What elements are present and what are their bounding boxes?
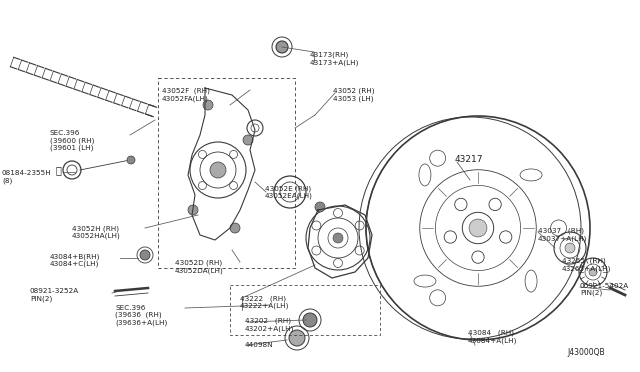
- Circle shape: [589, 268, 597, 276]
- Text: 43202   (RH)
43202+A(LH): 43202 (RH) 43202+A(LH): [245, 318, 294, 332]
- Text: 43217: 43217: [455, 155, 483, 164]
- Circle shape: [203, 100, 213, 110]
- Text: 43222   (RH)
43222+A(LH): 43222 (RH) 43222+A(LH): [240, 295, 289, 309]
- Text: 43084+B(RH)
43084+C(LH): 43084+B(RH) 43084+C(LH): [50, 253, 100, 267]
- Circle shape: [276, 41, 288, 53]
- Text: 43173(RH)
43173+A(LH): 43173(RH) 43173+A(LH): [310, 52, 360, 66]
- Circle shape: [230, 223, 240, 233]
- Text: 43037   (RH)
43037+A(LH): 43037 (RH) 43037+A(LH): [538, 228, 588, 242]
- Text: 43265  (RH)
43265+A(LH): 43265 (RH) 43265+A(LH): [562, 258, 611, 272]
- Text: 43052D (RH)
43052DA(LH): 43052D (RH) 43052DA(LH): [175, 260, 224, 274]
- Circle shape: [333, 233, 343, 243]
- Circle shape: [210, 162, 226, 178]
- Text: 00921-5402A
PIN(2): 00921-5402A PIN(2): [580, 283, 629, 296]
- Text: 43052 (RH)
43053 (LH): 43052 (RH) 43053 (LH): [333, 88, 374, 102]
- Text: SEC.396
(39636  (RH)
(39636+A(LH): SEC.396 (39636 (RH) (39636+A(LH): [115, 305, 167, 326]
- Circle shape: [127, 156, 135, 164]
- Text: J43000QB: J43000QB: [567, 348, 605, 357]
- Circle shape: [469, 219, 487, 237]
- Text: 43052F  (RH)
43052FA(LH): 43052F (RH) 43052FA(LH): [162, 88, 210, 102]
- Circle shape: [303, 313, 317, 327]
- Text: 43052H (RH)
43052HA(LH): 43052H (RH) 43052HA(LH): [72, 225, 121, 239]
- Circle shape: [188, 205, 198, 215]
- Text: Ⓑ: Ⓑ: [55, 165, 61, 175]
- Circle shape: [140, 250, 150, 260]
- Text: 43084   (RH)
43084+A(LH): 43084 (RH) 43084+A(LH): [468, 330, 517, 344]
- Circle shape: [315, 202, 325, 212]
- Circle shape: [565, 243, 575, 253]
- Text: SEC.396
(39600 (RH)
(39601 (LH): SEC.396 (39600 (RH) (39601 (LH): [50, 130, 94, 151]
- Text: 08184-2355H
(8): 08184-2355H (8): [2, 170, 52, 183]
- Text: 43052E (RH)
43052EA(LH): 43052E (RH) 43052EA(LH): [265, 185, 313, 199]
- Circle shape: [289, 330, 305, 346]
- Text: 44098N: 44098N: [245, 342, 274, 348]
- Text: 08921-3252A
PIN(2): 08921-3252A PIN(2): [30, 288, 79, 301]
- Circle shape: [243, 135, 253, 145]
